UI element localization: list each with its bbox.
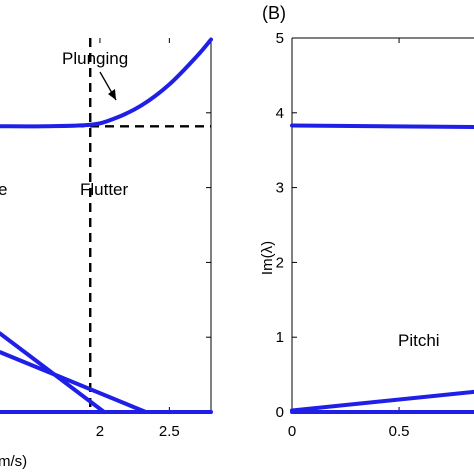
panel-b: (B) Pitchi Im(λ) 0 1 2 3 4 5 0 0.5 bbox=[259, 3, 474, 440]
panel-a: Plunging Flutter e m/s) 2 2.5 bbox=[0, 37, 213, 470]
x-tick-label: 0.5 bbox=[389, 423, 410, 440]
x-tick-label: 0 bbox=[288, 423, 296, 440]
y-tick-label: 2 bbox=[276, 254, 284, 271]
x-tick-label: 2.5 bbox=[159, 423, 180, 440]
series-line-2 bbox=[0, 350, 148, 414]
flutter-annotation: Flutter bbox=[80, 180, 129, 199]
series-line-1 bbox=[290, 389, 474, 413]
y-tick-label: 0 bbox=[276, 404, 284, 421]
x-tick-label: 2 bbox=[96, 423, 104, 440]
annotation-arrow-head bbox=[108, 89, 116, 100]
plunging-annotation: Plunging bbox=[62, 49, 128, 68]
x-axis-label: m/s) bbox=[0, 453, 27, 470]
y-tick-label: 4 bbox=[276, 105, 284, 122]
plunging-series-line bbox=[0, 37, 213, 129]
y-axis-label: Im(λ) bbox=[259, 241, 276, 275]
y-tick-label: 3 bbox=[276, 180, 284, 197]
region-label-fragment: e bbox=[0, 180, 7, 199]
series-line-0 bbox=[290, 123, 474, 130]
y-tick-label: 5 bbox=[276, 30, 284, 47]
y-tick-label: 1 bbox=[276, 329, 284, 346]
panel-label-b: (B) bbox=[262, 3, 286, 23]
pitching-annotation: Pitchi bbox=[398, 331, 440, 350]
